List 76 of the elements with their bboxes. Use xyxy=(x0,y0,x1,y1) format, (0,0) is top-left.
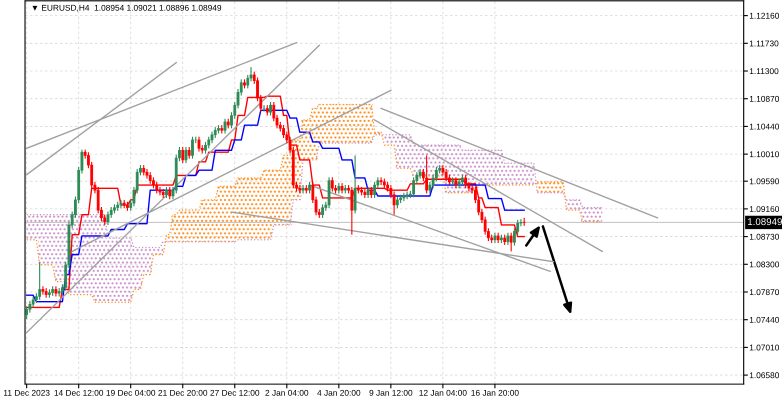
candlestick xyxy=(454,176,458,189)
candlestick xyxy=(168,186,172,200)
candlestick xyxy=(444,168,448,182)
candlestick xyxy=(54,286,58,298)
candlestick xyxy=(165,186,168,198)
candlestick xyxy=(142,164,146,176)
candlestick xyxy=(220,124,224,134)
y-tick-label: 1.06580 xyxy=(750,372,780,378)
candlestick xyxy=(51,286,54,296)
y-tick-label: 1.08730 xyxy=(750,234,780,240)
candlestick xyxy=(243,78,246,89)
candlestick xyxy=(340,182,344,194)
x-tick-label: 27 Dec 12:00 xyxy=(210,390,260,396)
x-tick-label: 9 Jan 12:00 xyxy=(369,390,412,396)
candlestick xyxy=(32,296,35,308)
y-tick-label: 1.11300 xyxy=(750,68,778,74)
y-tick-label: 1.10870 xyxy=(750,96,780,102)
candlestick xyxy=(425,154,428,194)
y-tick-label: 1.12160 xyxy=(750,12,780,19)
chart-title: ▼ EURUSD,H4 1.08954 1.09021 1.08896 1.08949 xyxy=(32,4,222,12)
candlestick xyxy=(282,124,285,139)
candlestick xyxy=(458,178,461,189)
candlestick xyxy=(116,201,120,212)
candlestick xyxy=(373,181,376,198)
candlestick xyxy=(460,174,464,186)
x-tick-label: 4 Jan 20:00 xyxy=(317,390,360,396)
candlestick xyxy=(38,262,42,300)
candlestick xyxy=(464,174,468,189)
y-tick-label: 1.09590 xyxy=(750,178,780,184)
x-tick-label: 19 Dec 04:00 xyxy=(106,390,156,396)
candlestick xyxy=(330,176,334,192)
candlestick xyxy=(366,186,370,198)
y-tick-label: 1.09160 xyxy=(750,206,780,212)
y-tick-label: 1.10010 xyxy=(750,151,780,158)
x-tick-label: 11 Dec 2023 xyxy=(4,390,50,396)
candlestick xyxy=(337,182,340,194)
candlestick xyxy=(503,234,506,246)
candlestick xyxy=(350,186,354,236)
candlestick xyxy=(354,154,357,214)
y-tick-label: 1.07010 xyxy=(750,344,780,350)
y-tick-label: 1.07870 xyxy=(750,289,780,296)
candlestick xyxy=(269,101,272,116)
candlestick xyxy=(113,204,116,214)
y-tick-label: 1.07440 xyxy=(750,316,780,323)
candlestick xyxy=(494,232,496,244)
candlestick xyxy=(126,201,129,212)
x-tick-label: 21 Dec 20:00 xyxy=(158,390,208,396)
candlestick xyxy=(382,178,386,189)
y-tick-label: 1.08300 xyxy=(750,261,780,268)
candlestick xyxy=(370,186,373,198)
y-tick-label: 1.11730 xyxy=(750,40,778,46)
candlestick xyxy=(226,118,230,129)
x-tick-label: 2 Jan 04:00 xyxy=(265,390,308,396)
candlestick xyxy=(106,210,110,226)
candlestick xyxy=(155,181,158,194)
candlestick xyxy=(148,172,152,184)
candlestick xyxy=(298,184,302,194)
candlestick xyxy=(266,104,269,116)
candlestick xyxy=(510,232,513,252)
candlestick xyxy=(308,181,311,194)
candlestick xyxy=(496,232,500,244)
candlestick xyxy=(224,118,226,134)
y-tick-label: 1.10440 xyxy=(750,124,780,130)
x-tick-label: 14 Dec 12:00 xyxy=(54,390,104,396)
candlestick xyxy=(191,136,194,160)
candlestick xyxy=(396,196,399,209)
ref-line-label: 1.08949 xyxy=(748,218,782,226)
candlestick xyxy=(363,188,366,198)
line-series xyxy=(26,134,603,248)
candlestick xyxy=(506,232,510,246)
candlestick xyxy=(184,146,188,164)
x-tick-label: 16 Jan 20:00 xyxy=(471,390,519,396)
candlestick xyxy=(198,136,200,152)
candlestick xyxy=(44,288,48,298)
candlestick xyxy=(321,204,324,218)
x-tick-label: 12 Jan 04:00 xyxy=(419,390,467,396)
